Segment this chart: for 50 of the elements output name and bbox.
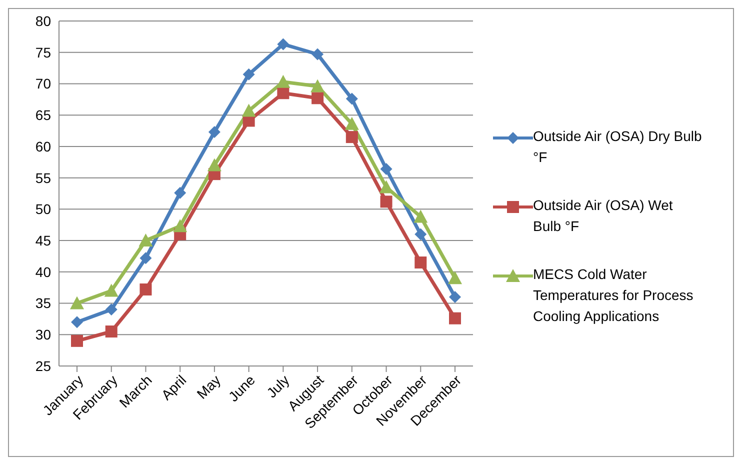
point [174,186,186,199]
legend-label: Outside Air (OSA) Dry Bulb °F [533,127,703,167]
y-tick-label: 55 [35,170,52,186]
y-tick-label: 80 [35,12,52,29]
point [380,163,392,176]
point [105,304,118,316]
point [140,283,152,296]
y-tick-label: 40 [35,264,52,280]
point [207,158,222,172]
y-tick-label: 25 [35,358,52,374]
point [344,116,359,130]
legend-label: Outside Air (OSA) Wet Bulb °F [533,196,674,236]
point [414,256,427,268]
point [346,131,358,144]
point [448,271,462,284]
point [208,126,220,138]
point [276,74,290,88]
point [242,68,255,80]
point [346,92,358,105]
y-tick-label: 30 [35,326,52,343]
point [310,79,325,92]
y-tick-label: 45 [35,232,52,249]
point [173,219,188,232]
x-tick-label: July [263,372,292,401]
point [312,92,324,104]
point [380,196,392,208]
point [242,104,256,117]
point [105,326,118,338]
point [414,210,428,223]
point [449,291,461,303]
point [277,38,290,50]
point [414,228,427,240]
y-tick-label: 65 [35,107,52,124]
y-tick-label: 35 [35,295,52,312]
legend-label: MECS Cold Water Temperatures for Process Cooling Applications [533,265,694,326]
point [449,312,461,324]
y-tick-label: 75 [35,44,52,60]
point [71,316,83,328]
point [379,180,394,194]
point [277,87,290,100]
point [71,334,83,347]
x-tick-label: May [194,372,224,402]
y-tick-label: 50 [35,201,52,218]
point [70,296,84,310]
y-tick-label: 60 [35,138,52,154]
y-tick-label: 70 [35,76,52,92]
point [140,252,152,264]
point [312,48,324,60]
point [104,284,118,297]
point [138,234,153,247]
